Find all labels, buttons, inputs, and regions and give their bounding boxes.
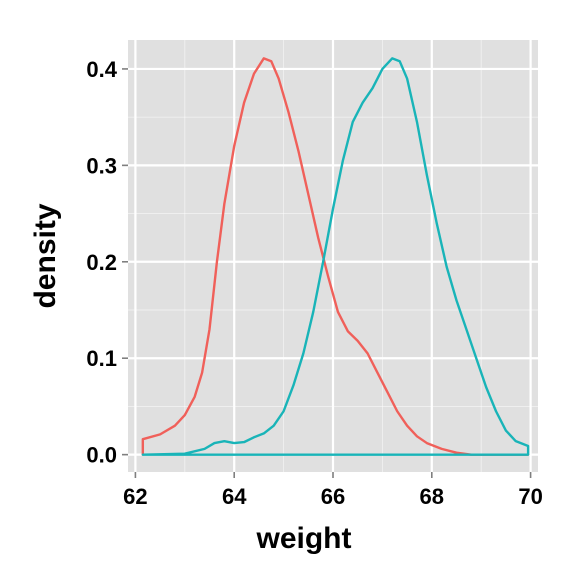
y-tick-label: 0.1 <box>86 346 117 371</box>
x-axis-title: weight <box>256 522 352 555</box>
x-tick-label: 64 <box>222 484 247 509</box>
density-curve-2 <box>141 57 530 456</box>
x-tick-label: 70 <box>518 484 542 509</box>
y-tick-labels: 0.0 0.1 0.2 0.3 0.4 <box>86 57 117 468</box>
x-tick-label: 68 <box>420 484 444 509</box>
x-tick-label: 62 <box>123 484 147 509</box>
y-tick-label: 0.4 <box>86 57 117 82</box>
x-tick-label: 66 <box>321 484 345 509</box>
x-tick-labels: 62 64 66 68 70 <box>123 484 543 509</box>
y-tick-label: 0.0 <box>86 443 117 468</box>
y-axis-title: density <box>29 203 62 308</box>
y-tick-label: 0.3 <box>86 153 117 178</box>
y-tick-label: 0.2 <box>86 250 117 275</box>
axis-ticks <box>122 68 532 478</box>
density-curve-1 <box>141 57 530 456</box>
series-layer <box>141 57 530 456</box>
